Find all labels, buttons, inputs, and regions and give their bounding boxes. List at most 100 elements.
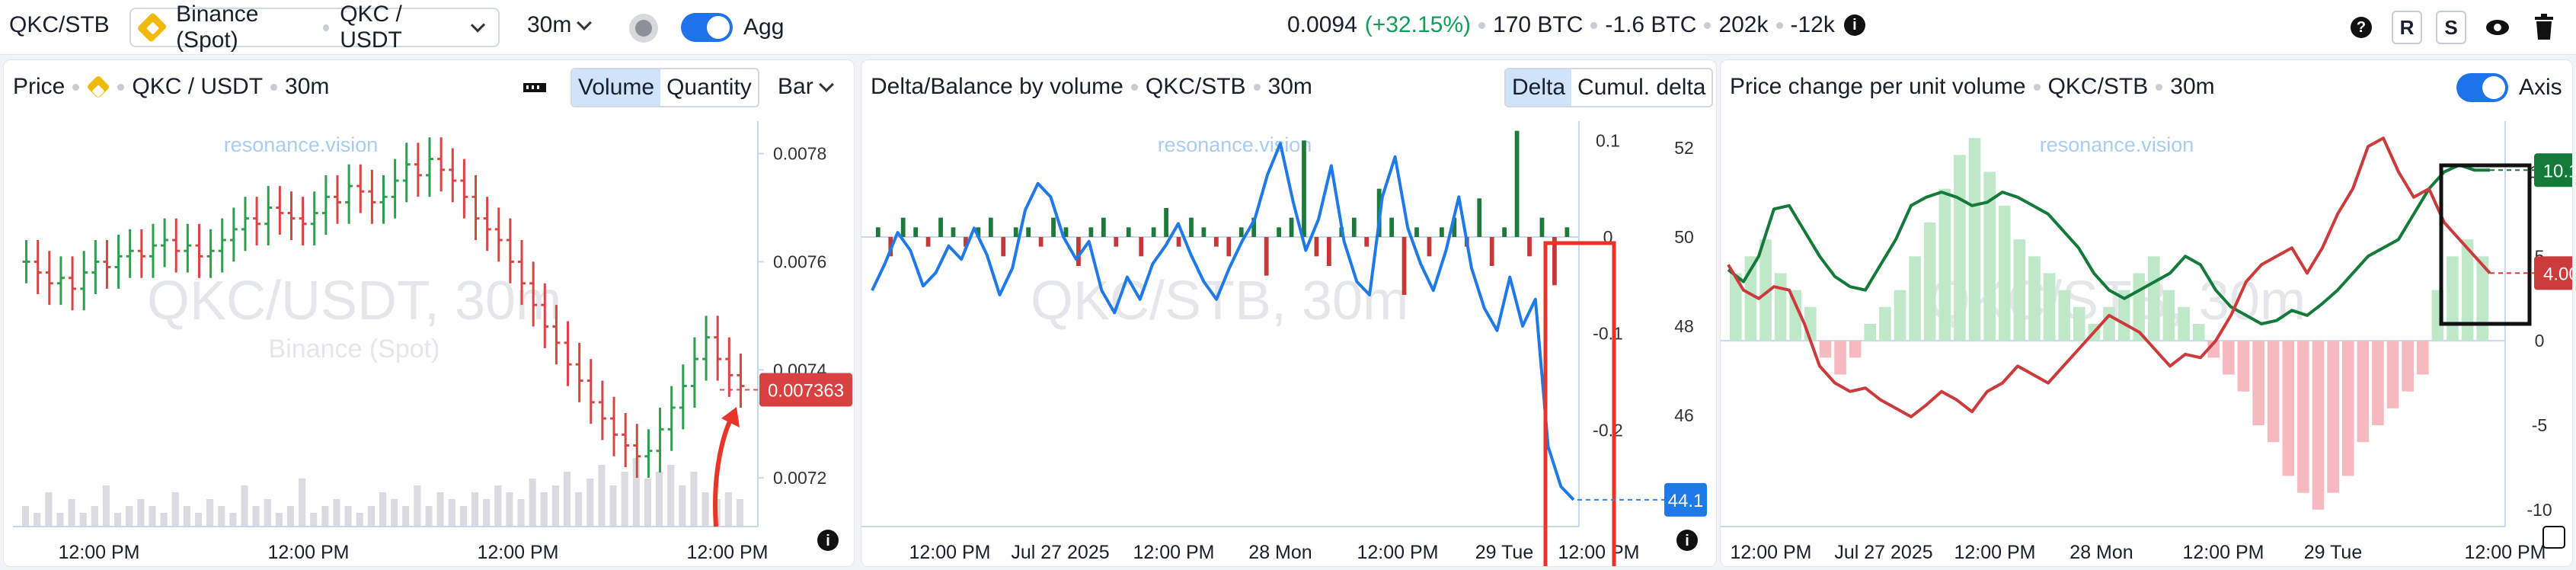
volume-bar	[206, 499, 214, 527]
mode-cumul-delta-button[interactable]: Cumul. delta	[1577, 75, 1706, 100]
histogram-bar	[2013, 239, 2026, 341]
histogram-bar	[2043, 273, 2056, 341]
y-tick-label: 0.0078	[773, 144, 826, 164]
delete-button[interactable]	[2533, 14, 2555, 40]
chevron-down-icon	[577, 15, 593, 30]
mode-quantity-button[interactable]: Quantity	[666, 75, 752, 100]
last-value-tag	[2534, 153, 2572, 187]
delta-panel-header: Delta/Balance by volume QKC/STB 30m	[861, 60, 1716, 114]
panel-interval: 30m	[1267, 74, 1312, 99]
eye-button[interactable]	[2485, 17, 2510, 38]
delta-bar	[1038, 237, 1044, 247]
info-icon[interactable]	[817, 530, 839, 551]
chevron-down-icon	[471, 18, 486, 33]
separator-dot	[1590, 21, 1598, 29]
volume-bar	[79, 513, 87, 527]
r-button-label: R	[2399, 15, 2415, 39]
histogram-bar	[1938, 188, 1951, 341]
interval-dropdown[interactable]: 30m	[527, 12, 594, 38]
y-tick-label: 0.0076	[773, 251, 826, 271]
volume-bar	[644, 479, 651, 527]
x-tick-label: Jul 27 2025	[1011, 542, 1109, 563]
price-chart[interactable]: resonance.vision QKC/USDT, 30m Binance (…	[4, 60, 855, 567]
axis-label: Axis	[2519, 75, 2562, 100]
ppv-series-line	[1727, 136, 2491, 418]
histogram-bar	[2386, 341, 2399, 408]
histogram-bar	[2341, 341, 2354, 476]
info-icon[interactable]: i	[1843, 14, 1865, 36]
binance-logo-icon	[136, 11, 168, 43]
volume-bar	[425, 506, 433, 527]
histogram-bar	[2282, 341, 2295, 476]
delta-bar	[1189, 217, 1194, 237]
delta-chart[interactable]: resonance.vision QKC/STB, 30m 0.10-0.1-0…	[861, 60, 1717, 567]
ruler-icon[interactable]	[522, 75, 548, 98]
delta-bar	[1364, 237, 1369, 247]
mode-volume-button[interactable]: Volume	[572, 69, 661, 106]
delta-bar	[1527, 237, 1532, 257]
r-button[interactable]: R	[2392, 11, 2422, 44]
volume-bar	[529, 479, 536, 527]
x-tick-label: 12:00 PM	[1133, 542, 1214, 563]
delta-bar	[1452, 217, 1457, 237]
histogram-bar	[2103, 306, 2115, 341]
x-tick-label: 12:00 PM	[2182, 542, 2264, 563]
separator-dot	[117, 83, 125, 91]
ppv-chart[interactable]: resonance.vision QKC/STB, 30m 1050-5-101…	[1721, 60, 2573, 567]
mode-delta-button[interactable]: Delta	[1506, 69, 1572, 106]
volume-bar	[114, 513, 122, 527]
chart-type-dropdown[interactable]: Bar	[778, 74, 836, 100]
y-tick-label: 0.0072	[773, 468, 826, 488]
info-glyph: i	[1685, 533, 1689, 549]
delta-bar	[1277, 227, 1281, 237]
settings-icon[interactable]	[2542, 526, 2565, 549]
delta-tick-label: -0.1	[1593, 324, 1623, 344]
help-button[interactable]: ?	[2351, 17, 2372, 38]
delta-trades: -12k	[1790, 12, 1835, 37]
histogram-bar	[2117, 290, 2130, 341]
delta-bar	[1514, 130, 1520, 237]
x-tick-label: 29 Tue	[1475, 542, 1533, 563]
ticker-summary: 0.0094 (+32.15%) 170 BTC -1.6 BTC 202k -…	[1287, 12, 1865, 38]
agg-toggle[interactable]	[681, 13, 733, 42]
last-balance-tag: 44.1	[1664, 482, 1707, 517]
axis-toggle[interactable]	[2456, 73, 2508, 102]
symbol-watermark: QKC/STB, 30m	[1031, 271, 1408, 331]
ppv-series-line	[1727, 163, 2490, 325]
delta-bar	[1213, 237, 1219, 247]
exchange-watermark: Binance (Spot)	[269, 335, 440, 363]
volume-bar	[344, 506, 352, 527]
delta-bar	[925, 237, 931, 247]
volume-bar	[68, 499, 75, 527]
histogram-bar	[2372, 341, 2384, 425]
panel-interval: 30m	[2170, 74, 2215, 99]
info-icon[interactable]	[1676, 530, 1698, 551]
histogram-bar	[1849, 341, 1862, 358]
volume-bar	[333, 499, 340, 527]
brand-watermark: resonance.vision	[2040, 133, 2194, 156]
exchange-pair-dropdown[interactable]: Binance (Spot) QKC / USDT	[129, 2, 500, 53]
record-button[interactable]	[629, 14, 658, 43]
histogram-bar	[2223, 341, 2235, 375]
interval-text: 30m	[527, 12, 572, 37]
volume-bar	[702, 492, 709, 527]
separator-dot	[1775, 21, 1783, 29]
panel-title: Price change per unit volume	[1730, 74, 2026, 99]
volume-bar	[506, 492, 513, 527]
separator-dot	[270, 83, 278, 91]
histogram-bar	[2237, 341, 2250, 392]
x-tick-label: 12:00 PM	[1558, 542, 1639, 563]
delta-bar	[1151, 227, 1156, 237]
x-tick-label: 12:00 PM	[1357, 542, 1438, 563]
volume-bar	[252, 506, 260, 527]
s-button[interactable]: S	[2436, 11, 2466, 44]
panel-title: Price	[13, 74, 66, 99]
balance-tick-label: 52	[1674, 138, 1694, 158]
x-tick-label: 12:00 PM	[1954, 542, 2035, 563]
panel-interval: 30m	[285, 74, 330, 99]
histogram-bar	[2476, 256, 2488, 341]
histogram-bar	[1879, 306, 1891, 341]
histogram-bar	[2402, 341, 2414, 392]
delta-bar	[1264, 237, 1269, 276]
histogram-bar	[2416, 341, 2429, 375]
